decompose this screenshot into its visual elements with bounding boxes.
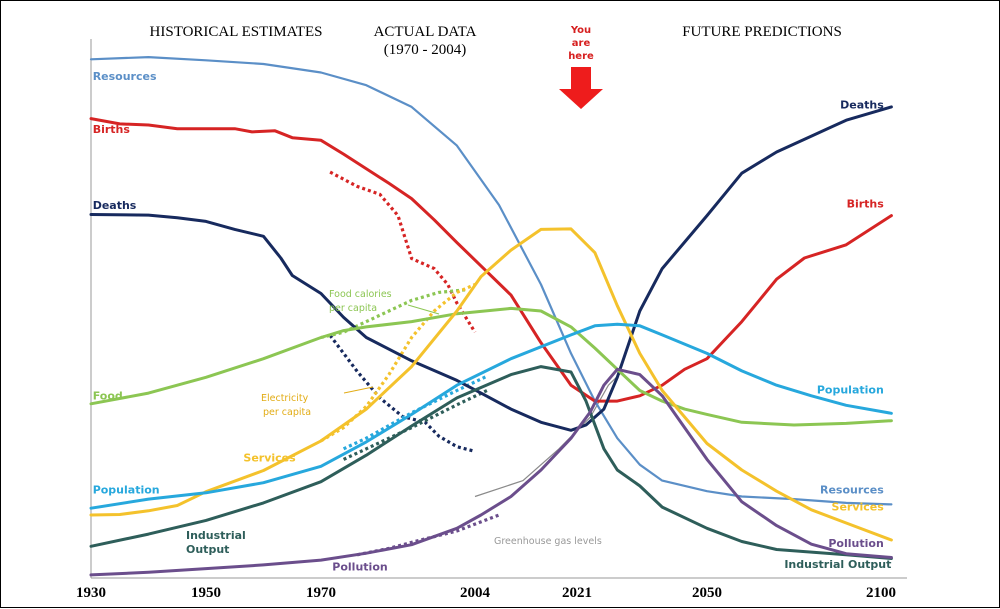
food-actual-dotted-line — [320, 288, 467, 340]
food-calories-label-line-2: per capita — [329, 303, 377, 314]
header-future: FUTURE PREDICTIONS — [682, 24, 842, 40]
deaths-actual-dotted-line — [328, 334, 476, 453]
births-line — [89, 117, 893, 403]
you-are-here-arrow-icon — [559, 67, 603, 109]
services-series-label: Services — [243, 452, 296, 465]
electricity-pointer — [343, 386, 374, 394]
x-tick-1970: 1970 — [306, 585, 336, 601]
x-tick-1950: 1950 — [191, 585, 221, 601]
pollution-line — [89, 367, 893, 577]
greenhouse-gas-label: Greenhouse gas levels — [494, 536, 602, 547]
you-are-here-line-1: You — [570, 25, 591, 36]
header-historical: HISTORICAL ESTIMATES — [150, 24, 323, 40]
header-actual-range: (1970 - 2004) — [384, 42, 467, 58]
food-line — [89, 306, 893, 427]
food-calories-pointer — [407, 304, 440, 315]
industrial-output-label-line-2: Output — [186, 543, 229, 556]
population-line — [89, 322, 893, 510]
x-tick-2050: 2050 — [692, 585, 722, 601]
resources-series-label: Resources — [820, 483, 884, 496]
x-tick-2004: 2004 — [460, 585, 491, 601]
deaths-line — [89, 105, 893, 432]
pollution-series-label: Pollution — [332, 561, 387, 574]
food-series-label: Food — [93, 390, 123, 403]
header-actual-data: ACTUAL DATA — [374, 24, 477, 40]
pollution-actual-dotted-line — [356, 513, 500, 557]
population-series-label: Population — [817, 384, 884, 397]
series-lines — [89, 56, 893, 577]
industrial-series-label: Industrial Output — [784, 558, 891, 571]
x-tick-2100: 2100 — [866, 585, 896, 601]
you-are-here-line-3: here — [568, 51, 594, 62]
series-labels: Resources Births Deaths Food Services Populat… — [93, 70, 892, 574]
population-series-label: Population — [93, 483, 160, 496]
x-tick-2021: 2021 — [562, 585, 592, 601]
pollution-series-label: Pollution — [828, 537, 883, 550]
resources-series-label: Resources — [93, 70, 157, 83]
industrial-output-label-line-1: Industrial — [186, 529, 246, 542]
births-series-label: Births — [93, 123, 131, 136]
industrial-line — [89, 365, 893, 560]
electricity-label-line-1: Electricity — [261, 393, 309, 404]
deaths-series-label: Deaths — [93, 199, 137, 212]
services-series-label: Services — [832, 500, 885, 513]
food-calories-label-line-1: Food calories — [329, 289, 392, 300]
you-are-here-line-2: are — [572, 38, 591, 49]
births-series-label: Births — [847, 198, 885, 211]
deaths-series-label: Deaths — [840, 99, 884, 112]
resources-line — [89, 56, 893, 506]
electricity-label-line-2: per capita — [263, 407, 311, 418]
x-tick-1930: 1930 — [76, 585, 106, 601]
